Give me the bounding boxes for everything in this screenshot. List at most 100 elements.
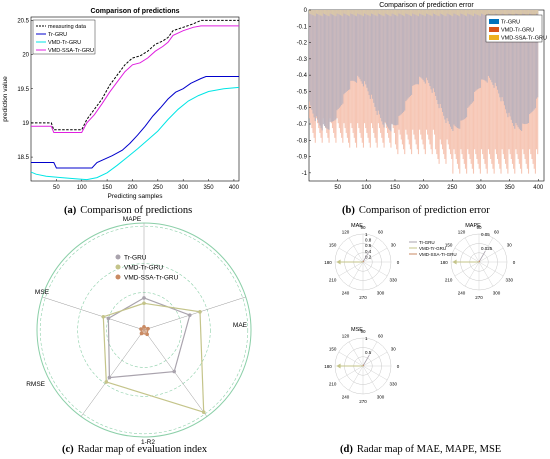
- polar-rtick-0: 1: [365, 232, 368, 237]
- radar-point-1-4: [101, 314, 106, 319]
- legend-swatch-b-1: [489, 27, 499, 32]
- polar-spoke: [338, 261, 364, 277]
- polar-spoke: [454, 247, 480, 263]
- x-tick-label-b: 400: [533, 185, 544, 191]
- y-tick-label-b: -0.3: [297, 57, 308, 63]
- polar-spoke: [338, 365, 364, 381]
- y-tick-label-b: -0.8: [297, 138, 308, 144]
- polar-legend-label-2: VMD-SSA-Tr-GRU: [419, 252, 457, 257]
- radar-spoke-1: [143, 296, 246, 331]
- x-tick-label-b: 150: [390, 185, 401, 191]
- polar-arrowhead-vmd: [336, 259, 341, 265]
- series-line-0: [31, 19, 239, 131]
- polar-rtick-1: 0.025: [481, 246, 493, 251]
- radar-legend-label-1: VMD-Tr-GRU: [124, 265, 163, 272]
- caption-d-label: (d): [340, 444, 353, 455]
- polar-arrow-tr: [362, 354, 370, 367]
- radar-spoke-3: [80, 329, 145, 417]
- y-tick-label-a: 19: [22, 121, 29, 127]
- polar-rtick-0: 0.6: [365, 243, 372, 248]
- polar-angle-label: 210: [445, 278, 453, 283]
- caption-c: (c) Radar map of evaluation index: [62, 444, 208, 455]
- polar-angle-label: 330: [390, 382, 398, 387]
- radar-axis-label-1: MAE: [233, 322, 248, 329]
- legend-swatch-b-0: [489, 19, 499, 24]
- polar-angle-label: 0: [397, 260, 400, 265]
- title-a: Comparison of predictions: [90, 8, 179, 15]
- polar-angle-label: 120: [342, 230, 350, 235]
- radar-ring-outer-dashed: [39, 225, 249, 435]
- polar-spoke: [362, 247, 388, 263]
- y-tick-label-a: 19.5: [17, 87, 29, 93]
- radar-point-2-2: [145, 332, 149, 337]
- y-axis-label-a: prediction value: [2, 76, 9, 122]
- legend-label-a-0: measuring data: [48, 24, 87, 30]
- series-line-3: [31, 25, 239, 133]
- polar-rtick-2: 1: [365, 336, 368, 341]
- y-tick-label-b: 0: [304, 8, 308, 14]
- polar-spoke: [362, 261, 388, 277]
- polar-spoke: [362, 365, 378, 391]
- polar-angle-label: 60: [378, 230, 384, 235]
- panel-a-prediction-comparison: Comparison of predictions Predicting samp…: [2, 8, 240, 200]
- polar-spoke: [362, 261, 378, 287]
- polar-plot-1: 9060300330300270240210180150120MAPE0.025…: [440, 223, 516, 300]
- y-tick-label-b: -1: [302, 171, 308, 177]
- y-tick-label-b: -0.5: [297, 89, 308, 95]
- caption-d: (d) Radar map of MAE, MAPE, MSE: [340, 444, 501, 455]
- radar-axis-label-2: 1-R2: [141, 439, 155, 446]
- polar-spoke: [338, 351, 364, 367]
- polar-angle-label: 270: [475, 295, 483, 300]
- caption-b: (b) Comparison of prediction error: [342, 205, 490, 216]
- polar-arrow-ssa: [362, 260, 365, 263]
- polar-arrowhead-vmd: [452, 259, 457, 265]
- radar-spoke-2: [143, 329, 208, 417]
- series-line-2: [30, 86, 240, 181]
- y-tick-label-a: 20: [22, 53, 29, 59]
- x-tick-label-b: 250: [447, 185, 458, 191]
- polar-angle-label: 60: [378, 334, 384, 339]
- radar-point-1-0: [142, 301, 146, 306]
- polar-angle-label: 180: [324, 260, 332, 265]
- radar-point-2-4: [139, 327, 143, 331]
- x-tick-label-b: 100: [361, 185, 372, 191]
- polar-legend-label-0: Tr-GRU: [419, 240, 435, 245]
- polar-spoke: [348, 261, 364, 287]
- radar-legend-swatch-0: [115, 254, 121, 260]
- polar-rtick-0: 0.2: [365, 254, 372, 259]
- radar-point-1-1: [198, 310, 202, 314]
- polar-angle-label: 240: [342, 290, 350, 295]
- x-tick-label-a: 350: [204, 185, 215, 191]
- x-tick-label-a: 50: [53, 185, 60, 191]
- y-tick-label-a: 20.5: [17, 18, 29, 24]
- panel-c-radar-evaluation: MAPE MAE 1-R2 RMSE MSE Tr-GRU VMD-Tr-GRU VMD-SS…: [26, 216, 252, 446]
- radar-legend-label-2: VMD-SSA-Tr-GRU: [124, 275, 179, 282]
- polar-title-0: MAE: [351, 223, 363, 229]
- polar-angle-label: 180: [440, 260, 448, 265]
- radar-point-0-0: [142, 296, 146, 300]
- polar-spoke: [362, 351, 388, 367]
- polar-angle-label: 90: [360, 225, 366, 230]
- x-axis-label-a: Predicting samples: [108, 193, 164, 200]
- polar-spoke: [348, 341, 364, 367]
- y-tick-label-b: -0.2: [297, 41, 308, 47]
- polar-spoke: [338, 247, 364, 263]
- radar-axis-label-0: MAPE: [123, 216, 142, 223]
- polar-angle-label: 30: [391, 347, 397, 352]
- legend-label-a-1: Tr-GRU: [48, 32, 67, 38]
- polar-angle-label: 0: [513, 260, 516, 265]
- polar-title-1: MAPE: [465, 223, 481, 229]
- radar-point-0-4: [106, 316, 111, 321]
- radar-legend-label-0: Tr-GRU: [124, 255, 147, 262]
- legend-label-b-0: Tr-GRU: [501, 20, 520, 26]
- polar-title-2: MSE: [351, 327, 363, 333]
- x-tick-label-b: 200: [419, 185, 430, 191]
- polar-angle-label: 60: [494, 230, 500, 235]
- caption-b-label: (b): [342, 205, 355, 216]
- y-tick-label-b: -0.9: [297, 155, 308, 161]
- x-tick-label-a: 400: [229, 185, 240, 191]
- y-tick-label-a: 18.5: [17, 155, 29, 161]
- x-tick-label-a: 250: [153, 185, 164, 191]
- polar-spoke: [464, 261, 480, 287]
